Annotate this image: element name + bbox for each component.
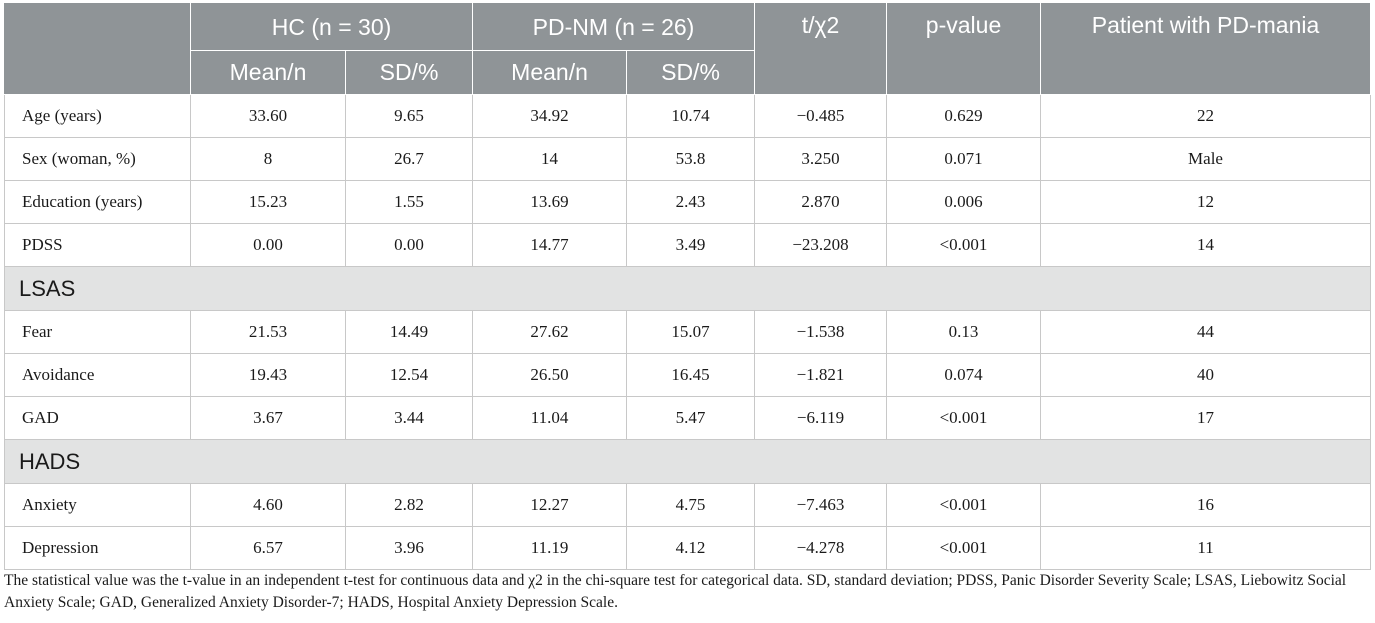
row-label: GAD bbox=[4, 396, 191, 440]
cell-hc-sd: 12.54 bbox=[344, 353, 474, 397]
section-title: HADS bbox=[3, 439, 1372, 484]
header-pdnm-sd: SD/% bbox=[626, 50, 756, 95]
row-label: Age (years) bbox=[4, 94, 191, 138]
row-label: Sex (woman, %) bbox=[4, 137, 191, 181]
cell-patient: 11 bbox=[1040, 526, 1372, 570]
table-row: GAD 3.67 3.44 11.04 5.47 −6.119 <0.001 1… bbox=[4, 396, 1372, 440]
cell-hc-mean: 21.53 bbox=[190, 310, 346, 354]
cell-patient: 22 bbox=[1040, 94, 1372, 138]
cell-pvalue: <0.001 bbox=[886, 396, 1042, 440]
cell-pvalue: 0.629 bbox=[886, 94, 1042, 138]
cell-stat: −0.485 bbox=[754, 94, 888, 138]
section-title: LSAS bbox=[3, 266, 1372, 311]
cell-pvalue: 0.13 bbox=[886, 310, 1042, 354]
cell-hc-sd: 26.7 bbox=[344, 137, 474, 181]
cell-pdnm-mean: 14.77 bbox=[472, 223, 628, 267]
cell-hc-mean: 4.60 bbox=[190, 483, 346, 527]
cell-patient: 44 bbox=[1040, 310, 1372, 354]
row-label: Depression bbox=[4, 526, 191, 570]
cell-pdnm-sd: 10.74 bbox=[626, 94, 756, 138]
section-row-lsas: LSAS bbox=[3, 266, 1372, 311]
cell-pdnm-sd: 2.43 bbox=[626, 180, 756, 224]
row-label: PDSS bbox=[4, 223, 191, 267]
cell-hc-sd: 3.96 bbox=[344, 526, 474, 570]
cell-patient: 17 bbox=[1040, 396, 1372, 440]
cell-patient: 40 bbox=[1040, 353, 1372, 397]
cell-pdnm-sd: 4.12 bbox=[626, 526, 756, 570]
cell-hc-mean: 33.60 bbox=[190, 94, 346, 138]
cell-hc-sd: 1.55 bbox=[344, 180, 474, 224]
cell-pdnm-mean: 11.19 bbox=[472, 526, 628, 570]
row-label: Anxiety bbox=[4, 483, 191, 527]
row-label: Fear bbox=[4, 310, 191, 354]
cell-pdnm-sd: 5.47 bbox=[626, 396, 756, 440]
header-hc-sd: SD/% bbox=[344, 50, 474, 95]
cell-hc-mean: 3.67 bbox=[190, 396, 346, 440]
cell-pdnm-mean: 27.62 bbox=[472, 310, 628, 354]
cell-hc-sd: 2.82 bbox=[344, 483, 474, 527]
cell-pdnm-mean: 11.04 bbox=[472, 396, 628, 440]
row-label: Education (years) bbox=[4, 180, 191, 224]
header-pdnm: PD-NM (n = 26) bbox=[472, 3, 756, 51]
cell-hc-mean: 15.23 bbox=[190, 180, 346, 224]
cell-stat: −1.821 bbox=[754, 353, 888, 397]
header-stat: t/χ2 bbox=[754, 3, 888, 95]
table-row: Sex (woman, %) 8 26.7 14 53.8 3.250 0.07… bbox=[4, 137, 1372, 181]
row-label: Avoidance bbox=[4, 353, 191, 397]
cell-stat: 3.250 bbox=[754, 137, 888, 181]
cell-hc-mean: 19.43 bbox=[190, 353, 346, 397]
cell-patient: 12 bbox=[1040, 180, 1372, 224]
cell-hc-mean: 0.00 bbox=[190, 223, 346, 267]
cell-pvalue: <0.001 bbox=[886, 483, 1042, 527]
table-row: PDSS 0.00 0.00 14.77 3.49 −23.208 <0.001… bbox=[4, 223, 1372, 267]
header-hc: HC (n = 30) bbox=[189, 3, 474, 51]
cell-patient: 14 bbox=[1040, 223, 1372, 267]
cell-pdnm-sd: 15.07 bbox=[626, 310, 756, 354]
cell-pvalue: <0.001 bbox=[886, 526, 1042, 570]
table-row: Fear 21.53 14.49 27.62 15.07 −1.538 0.13… bbox=[4, 310, 1372, 354]
table-row: Depression 6.57 3.96 11.19 4.12 −4.278 <… bbox=[4, 526, 1372, 570]
table-container: HC (n = 30) PD-NM (n = 26) t/χ2 p-value … bbox=[3, 3, 1372, 570]
table-row: Age (years) 33.60 9.65 34.92 10.74 −0.48… bbox=[4, 94, 1372, 138]
cell-patient: 16 bbox=[1040, 483, 1372, 527]
cell-pvalue: 0.006 bbox=[886, 180, 1042, 224]
cell-hc-sd: 14.49 bbox=[344, 310, 474, 354]
cell-pdnm-sd: 4.75 bbox=[626, 483, 756, 527]
cell-pdnm-mean: 14 bbox=[472, 137, 628, 181]
cell-stat: −7.463 bbox=[754, 483, 888, 527]
cell-pdnm-mean: 26.50 bbox=[472, 353, 628, 397]
header-hc-mean: Mean/n bbox=[190, 50, 346, 95]
cell-pvalue: 0.071 bbox=[886, 137, 1042, 181]
cell-pvalue: 0.074 bbox=[886, 353, 1042, 397]
header-patient: Patient with PD-mania bbox=[1040, 3, 1372, 95]
header-pdnm-mean: Mean/n bbox=[472, 50, 628, 95]
data-table: HC (n = 30) PD-NM (n = 26) t/χ2 p-value … bbox=[3, 3, 1372, 570]
cell-hc-sd: 9.65 bbox=[344, 94, 474, 138]
cell-stat: 2.870 bbox=[754, 180, 888, 224]
cell-stat: −4.278 bbox=[754, 526, 888, 570]
cell-patient: Male bbox=[1040, 137, 1372, 181]
cell-stat: −6.119 bbox=[754, 396, 888, 440]
cell-stat: −23.208 bbox=[754, 223, 888, 267]
header-pvalue: p-value bbox=[886, 3, 1042, 95]
table-row: Avoidance 19.43 12.54 26.50 16.45 −1.821… bbox=[4, 353, 1372, 397]
cell-hc-mean: 6.57 bbox=[190, 526, 346, 570]
cell-hc-sd: 3.44 bbox=[344, 396, 474, 440]
cell-pdnm-sd: 16.45 bbox=[626, 353, 756, 397]
header-corner bbox=[4, 3, 191, 95]
table-footnote: The statistical value was the t-value in… bbox=[4, 572, 1347, 611]
cell-stat: −1.538 bbox=[754, 310, 888, 354]
table-row: Anxiety 4.60 2.82 12.27 4.75 −7.463 <0.0… bbox=[4, 483, 1372, 527]
cell-pdnm-sd: 3.49 bbox=[626, 223, 756, 267]
section-row-hads: HADS bbox=[3, 439, 1372, 484]
table-row: Education (years) 15.23 1.55 13.69 2.43 … bbox=[4, 180, 1372, 224]
cell-pdnm-sd: 53.8 bbox=[626, 137, 756, 181]
cell-pvalue: <0.001 bbox=[886, 223, 1042, 267]
cell-pdnm-mean: 13.69 bbox=[472, 180, 628, 224]
cell-hc-mean: 8 bbox=[190, 137, 346, 181]
cell-pdnm-mean: 12.27 bbox=[472, 483, 628, 527]
cell-pdnm-mean: 34.92 bbox=[472, 94, 628, 138]
cell-hc-sd: 0.00 bbox=[344, 223, 474, 267]
